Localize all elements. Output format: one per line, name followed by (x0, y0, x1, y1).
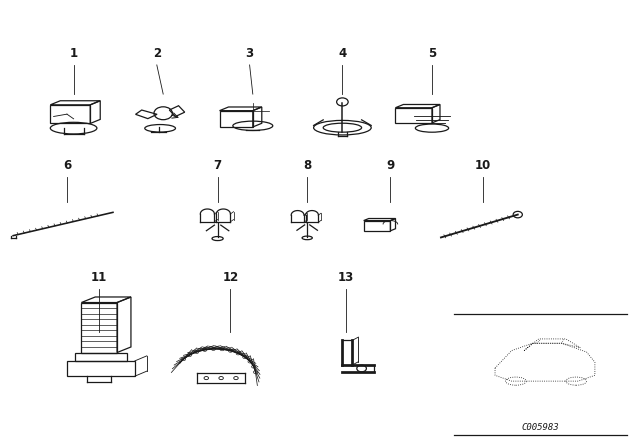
Bar (67, 361, 135, 376)
Text: 5: 5 (428, 47, 436, 60)
Text: 6: 6 (63, 159, 71, 172)
Text: 11: 11 (91, 271, 108, 284)
Text: 3: 3 (246, 47, 253, 60)
Text: 2: 2 (153, 47, 161, 60)
Text: C005983: C005983 (522, 423, 559, 432)
Text: 13: 13 (337, 271, 354, 284)
Bar (220, 111, 253, 127)
Text: 8: 8 (303, 159, 311, 172)
Text: 10: 10 (475, 159, 492, 172)
Bar (396, 108, 432, 123)
Bar (51, 105, 90, 124)
Text: 9: 9 (387, 159, 394, 172)
Text: 12: 12 (222, 271, 239, 284)
Bar (81, 302, 117, 353)
Text: 4: 4 (339, 47, 346, 60)
Bar (76, 353, 127, 361)
Text: 7: 7 (214, 159, 221, 172)
Text: 1: 1 (70, 47, 77, 60)
Bar (364, 220, 390, 231)
